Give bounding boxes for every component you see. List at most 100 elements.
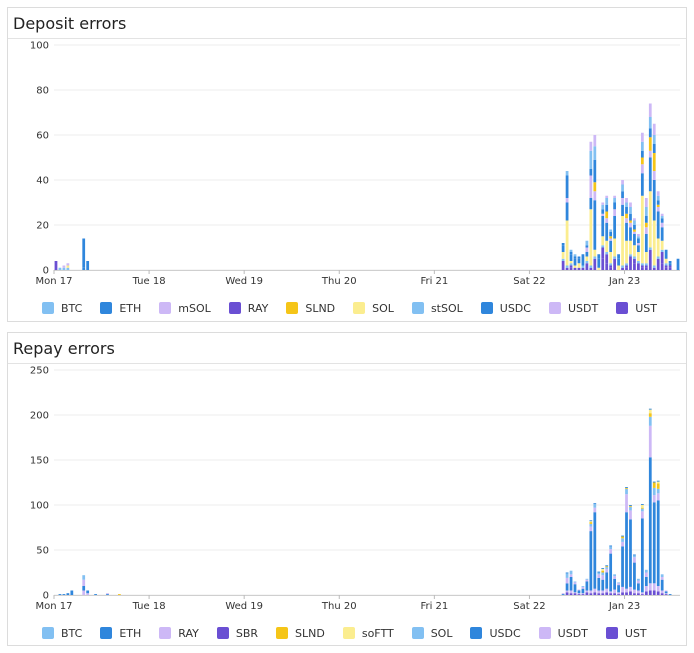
bar-segment-ray[interactable] xyxy=(660,590,664,594)
bar-segment-usdc[interactable] xyxy=(644,234,648,252)
bar-segment-ray[interactable] xyxy=(644,586,648,592)
bar-segment-usdc[interactable] xyxy=(597,258,601,268)
bar-segment-eth[interactable] xyxy=(633,225,636,230)
bar-segment-sol[interactable] xyxy=(656,238,660,257)
bar-segment-slnd[interactable] xyxy=(629,220,632,223)
bar-segment-sol[interactable] xyxy=(637,578,640,581)
bar-segment-sol[interactable] xyxy=(561,252,565,259)
bar-segment-usdt[interactable] xyxy=(601,575,605,580)
bar-segment-eth[interactable] xyxy=(625,487,628,488)
bar-segment-eth[interactable] xyxy=(629,213,632,221)
bar-segment-ray[interactable] xyxy=(656,586,660,592)
bar-segment-ust[interactable] xyxy=(597,593,601,595)
bar-segment-ray[interactable] xyxy=(86,593,90,595)
bar-segment-ray[interactable] xyxy=(617,592,620,595)
bar-segment-usdc[interactable] xyxy=(633,562,636,590)
bar-segment-ust[interactable] xyxy=(648,590,652,596)
bar-segment-usdc[interactable] xyxy=(577,590,581,594)
bar-segment-ust[interactable] xyxy=(54,265,58,271)
bar-segment-usdc[interactable] xyxy=(625,222,628,241)
bar-segment-msol[interactable] xyxy=(637,243,640,246)
bar-segment-btc[interactable] xyxy=(664,263,668,266)
bar-segment-slnd[interactable] xyxy=(593,182,597,192)
bar-segment-sol[interactable] xyxy=(664,258,668,264)
bar-segment-ray[interactable] xyxy=(593,588,597,593)
bar-segment-ust[interactable] xyxy=(625,267,628,270)
legend-item-btc[interactable]: BTC xyxy=(42,627,82,640)
bar-segment-usdc[interactable] xyxy=(668,263,672,266)
bar-segment-ust[interactable] xyxy=(573,267,577,270)
bar-segment-usdc[interactable] xyxy=(601,216,605,237)
bar-segment-slnd[interactable] xyxy=(629,505,632,507)
bar-segment-btc[interactable] xyxy=(585,261,589,264)
bar-segment-btc[interactable] xyxy=(621,265,624,268)
bar-segment-ray[interactable] xyxy=(585,590,589,593)
bar-segment-btc[interactable] xyxy=(613,256,617,259)
bar-segment-eth[interactable] xyxy=(605,565,609,567)
bar-segment-usdc[interactable] xyxy=(637,245,640,252)
bar-segment-sol[interactable] xyxy=(625,240,628,264)
bar-segment-eth[interactable] xyxy=(565,175,569,199)
bar-segment-sol[interactable] xyxy=(652,220,656,266)
bar-segment-usdc[interactable] xyxy=(629,519,632,587)
bar-segment-usdt[interactable] xyxy=(633,218,636,221)
bar-segment-sol[interactable] xyxy=(569,261,573,264)
bar-segment-ust[interactable] xyxy=(573,593,577,595)
bar-segment-usdt[interactable] xyxy=(609,549,613,554)
bar-segment-ust[interactable] xyxy=(637,593,640,595)
bar-segment-sol[interactable] xyxy=(605,240,609,252)
bar-segment-msol[interactable] xyxy=(62,265,66,268)
bar-segment-slnd[interactable] xyxy=(609,236,613,239)
bar-segment-eth[interactable] xyxy=(668,261,672,264)
bar-segment-stsol[interactable] xyxy=(640,141,644,151)
bar-segment-btc[interactable] xyxy=(660,249,664,252)
bar-segment-usdc[interactable] xyxy=(640,518,644,593)
bar-segment-slnd[interactable] xyxy=(605,566,609,568)
bar-segment-usdc[interactable] xyxy=(652,502,656,584)
bar-segment-eth[interactable] xyxy=(593,159,597,183)
bar-segment-ust[interactable] xyxy=(593,265,597,271)
legend-item-softt[interactable]: soFTT xyxy=(342,627,394,640)
bar-segment-ray[interactable] xyxy=(577,593,581,595)
bar-segment-eth[interactable] xyxy=(621,191,624,198)
bar-segment-usdt[interactable] xyxy=(660,213,664,216)
bar-segment-slnd[interactable] xyxy=(648,413,652,417)
bar-segment-ray[interactable] xyxy=(609,591,613,594)
bar-segment-usdt[interactable] xyxy=(621,180,624,185)
bar-segment-stsol[interactable] xyxy=(652,135,656,144)
bar-segment-ray[interactable] xyxy=(652,267,656,270)
bar-segment-eth[interactable] xyxy=(593,503,597,505)
bar-segment-sol[interactable] xyxy=(82,575,86,580)
bar-segment-stsol[interactable] xyxy=(648,117,652,129)
bar-segment-msol[interactable] xyxy=(605,218,609,223)
bar-segment-stsol[interactable] xyxy=(569,249,573,252)
bar-segment-usdc[interactable] xyxy=(82,586,86,591)
bar-segment-sol[interactable] xyxy=(629,506,632,511)
bar-segment-btc[interactable] xyxy=(609,263,613,266)
bar-segment-msol[interactable] xyxy=(565,198,569,203)
bar-segment-ray[interactable] xyxy=(664,265,668,268)
bar-segment-ust[interactable] xyxy=(656,591,660,595)
bar-segment-eth[interactable] xyxy=(581,254,585,257)
bar-segment-ray[interactable] xyxy=(637,590,640,594)
bar-segment-ray[interactable] xyxy=(565,267,569,270)
bar-segment-usdt[interactable] xyxy=(621,541,624,547)
bar-segment-sol[interactable] xyxy=(637,252,640,261)
bar-segment-sol[interactable] xyxy=(609,252,613,264)
bar-segment-usdt[interactable] xyxy=(597,574,601,578)
bar-segment-eth[interactable] xyxy=(656,480,660,482)
bar-segment-sol[interactable] xyxy=(601,236,605,246)
bar-segment-eth[interactable] xyxy=(648,408,652,410)
legend-item-usdt[interactable]: USDT xyxy=(548,302,598,315)
bar-segment-slnd[interactable] xyxy=(621,536,624,539)
bar-segment-ust[interactable] xyxy=(621,592,624,595)
bar-segment-eth[interactable] xyxy=(652,481,656,483)
bar-segment-usdc[interactable] xyxy=(573,258,577,266)
bar-segment-msol[interactable] xyxy=(660,222,664,228)
bar-segment-ust[interactable] xyxy=(613,265,617,271)
bar-segment-sol[interactable] xyxy=(648,191,652,248)
bar-segment-usdc[interactable] xyxy=(106,594,109,595)
bar-segment-usdt[interactable] xyxy=(644,198,648,207)
bar-segment-ray[interactable] xyxy=(621,267,624,270)
bar-segment-ray[interactable] xyxy=(597,590,601,594)
